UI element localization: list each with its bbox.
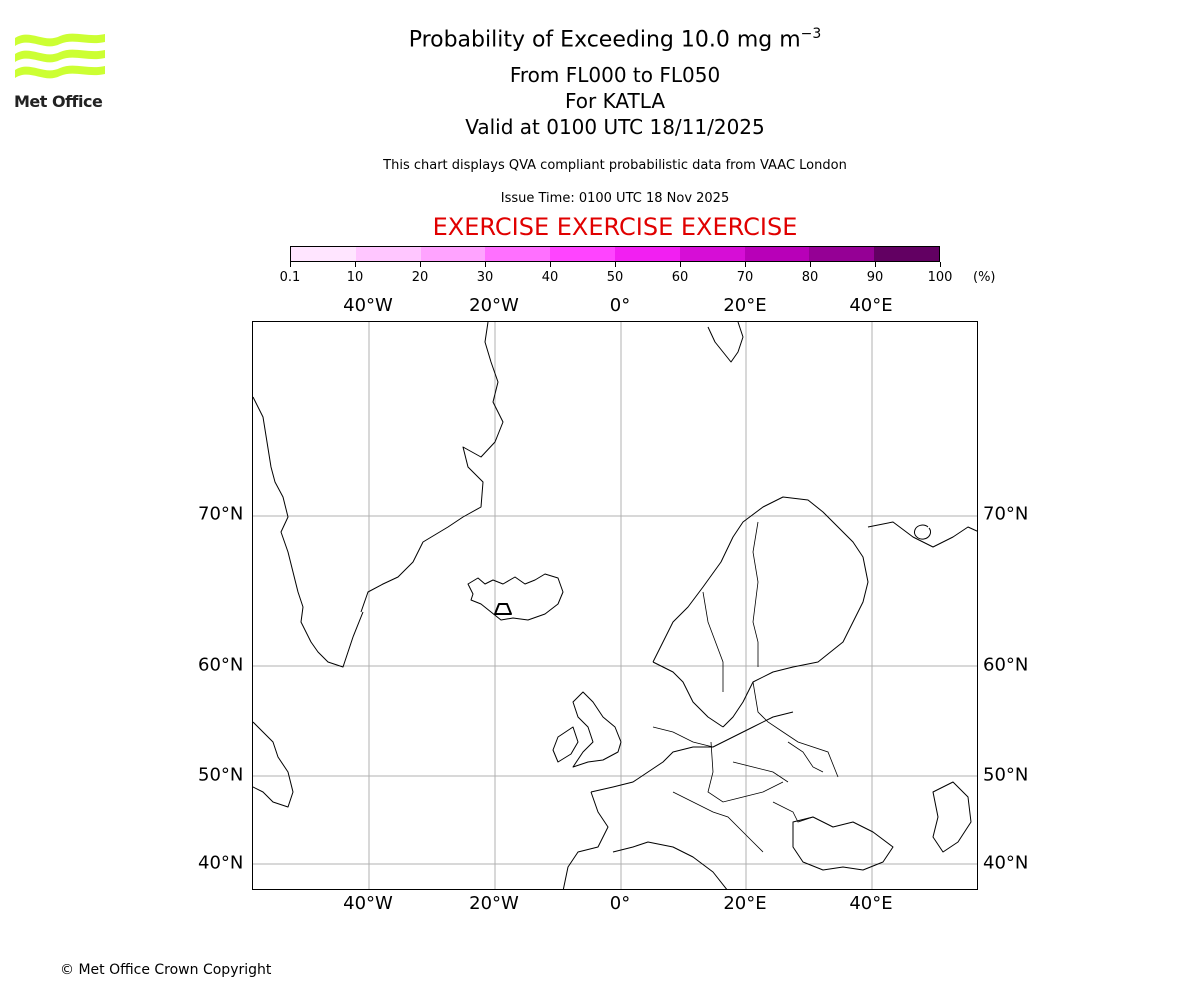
gridlines [253,322,977,889]
lon-label: 20°W [469,893,519,914]
map-panel[interactable] [252,321,978,890]
coastlines [253,322,977,889]
colorbar-tick [419,262,421,267]
chart-title: Probability of Exceeding 10.0 mg m−3 [15,26,1200,52]
lat-label: 50°N [983,764,1029,786]
colorbar-tick-label: 50 [606,270,624,285]
colorbar-tick [744,262,746,267]
colorbar-segment [291,247,356,261]
issue-time: Issue Time: 0100 UTC 18 Nov 2025 [500,191,730,206]
colorbar-tick-label: 20 [411,270,429,285]
colorbar [290,246,940,262]
colorbar-tick [679,262,681,267]
lat-label: 60°N [198,654,244,676]
lat-label: 40°N [983,852,1029,874]
lat-label: 70°N [198,503,244,525]
colorbar-segment [614,247,680,261]
colorbar-tick [809,262,811,267]
met-office-waves-icon [15,33,105,79]
level-range: From FL000 to FL050 [509,63,721,87]
colorbar-segment [874,247,939,261]
colorbar-segment [679,247,745,261]
lon-label: 40°W [343,893,393,914]
lon-label: 40°E [849,893,893,914]
colorbar-tick-label: 90 [866,270,884,285]
exercise-banner: EXERCISE EXERCISE EXERCISE [432,213,798,241]
lat-label: 60°N [983,654,1029,676]
logo-text: Met Office [14,92,103,111]
lon-label: 40°W [343,295,393,316]
lon-label: 20°E [723,295,767,316]
lon-label: 0° [609,295,631,316]
colorbar-tick-label: 30 [476,270,494,285]
colorbar-tick [874,262,876,267]
borders [652,521,839,853]
lon-label: 20°E [723,893,767,914]
title-text: Probability of Exceeding 10.0 mg m [408,27,801,53]
colorbar-segment [550,247,615,261]
colorbar-tick-label: 80 [801,270,819,285]
colorbar-tick [549,262,551,267]
colorbar-tick-label: 10 [346,270,364,285]
map-canvas [253,322,977,889]
colorbar-segment [809,247,875,261]
colorbar-segment [355,247,421,261]
colorbar-tick [939,262,941,267]
colorbar-tick-label: 40 [541,270,559,285]
lon-label: 40°E [849,295,893,316]
met-office-logo: Met Office [14,30,106,111]
description: This chart displays QVA compliant probab… [383,158,847,173]
colorbar-tick-label: 60 [671,270,689,285]
colorbar-tick [614,262,616,267]
colorbar-unit: (%) [973,270,996,285]
volcano-name: For KATLA [565,89,665,113]
colorbar-tick [484,262,486,267]
lon-label: 0° [609,893,631,914]
copyright: © Met Office Crown Copyright [60,962,272,978]
colorbar-segment [420,247,486,261]
valid-time: Valid at 0100 UTC 18/11/2025 [465,115,765,139]
colorbar-segment [485,247,551,261]
colorbar-tick-label: 100 [927,270,953,285]
colorbar-tick-label: 0.1 [279,270,301,285]
lat-label: 50°N [198,764,244,786]
colorbar-tick [354,262,356,267]
lat-label: 40°N [198,852,244,874]
colorbar-tick-label: 70 [736,270,754,285]
colorbar-segment [744,247,810,261]
lon-label: 20°W [469,295,519,316]
colorbar-tick [289,262,291,267]
title-superscript: −3 [800,26,822,42]
lat-label: 70°N [983,503,1029,525]
